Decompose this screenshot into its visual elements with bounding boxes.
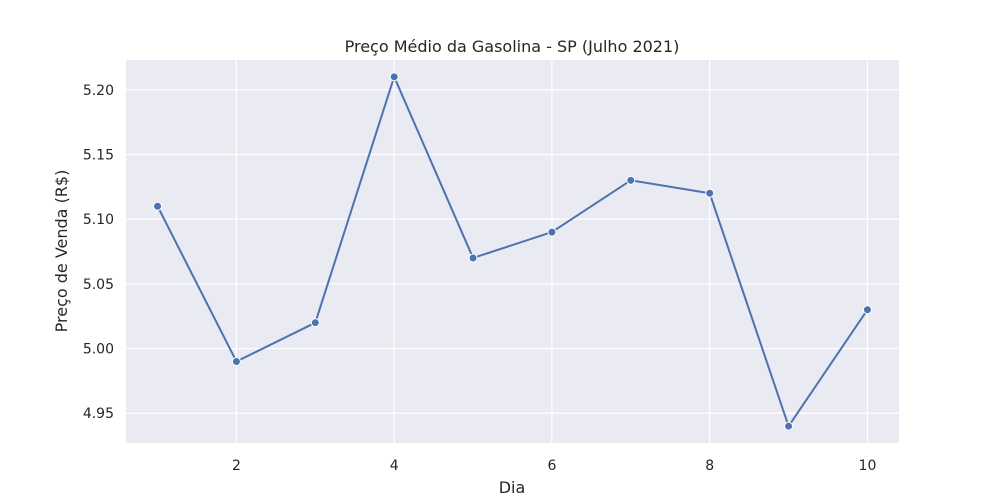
y-tick-label: 5.15 xyxy=(83,147,114,163)
y-tick-label: 5.05 xyxy=(83,277,114,293)
x-tick-label: 6 xyxy=(547,458,556,474)
x-tick-labels: 2 4 6 8 10 xyxy=(232,458,876,474)
x-tick-label: 4 xyxy=(390,458,399,474)
data-point xyxy=(153,201,163,211)
y-tick-label: 5.10 xyxy=(83,212,114,228)
x-tick-label: 10 xyxy=(859,458,877,474)
data-point xyxy=(389,72,399,82)
y-gridlines xyxy=(126,89,899,414)
data-point xyxy=(626,175,636,185)
data-point xyxy=(547,227,557,237)
data-point xyxy=(862,305,872,315)
chart-title: Preço Médio da Gasolina - SP (Julho 2021… xyxy=(345,37,680,56)
series-line xyxy=(156,75,869,428)
x-axis-label: Dia xyxy=(499,478,526,497)
y-axis-label: Preço de Venda (R$) xyxy=(52,170,71,333)
data-point xyxy=(310,318,320,328)
data-point xyxy=(468,253,478,263)
y-tick-label: 5.00 xyxy=(83,342,114,358)
plot-area xyxy=(126,60,899,443)
x-gridlines xyxy=(235,60,869,443)
x-tick-label: 2 xyxy=(232,458,241,474)
data-point xyxy=(784,421,794,431)
x-tick-label: 8 xyxy=(705,458,714,474)
y-tick-label: 4.95 xyxy=(83,406,114,422)
y-tick-label: 5.20 xyxy=(83,83,114,99)
series-group xyxy=(153,72,872,431)
data-point xyxy=(705,188,715,198)
y-tick-labels: 4.95 5.00 5.05 5.10 5.15 5.20 xyxy=(83,83,114,422)
data-point xyxy=(231,356,241,366)
